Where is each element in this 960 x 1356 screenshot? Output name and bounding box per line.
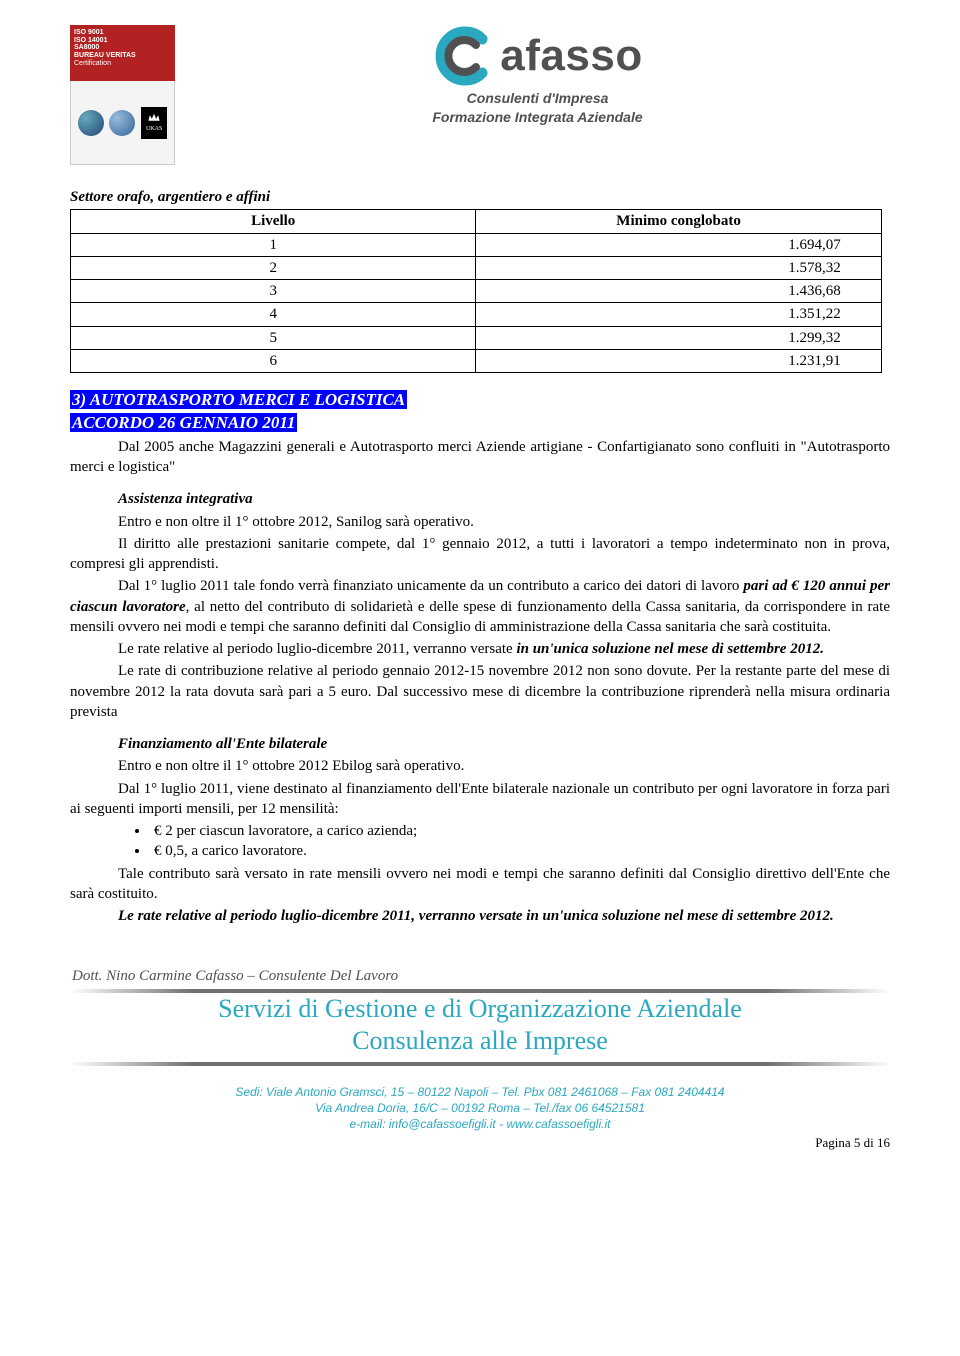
th-minimo: Minimo conglobato: [476, 210, 881, 233]
ass-p4a: Le rate relative al periodo luglio-dicem…: [118, 641, 516, 657]
salary-table: Livello Minimo conglobato 11.694,07 21.5…: [70, 209, 882, 373]
header-row: ISO 9001 ISO 14001 SA8000 BUREAU VERITAS…: [70, 25, 890, 165]
ukas-mark: UKAS: [141, 107, 167, 139]
cell-val: 1.351,22: [476, 303, 881, 326]
fin-p3: Tale contributo sarà versato in rate men…: [70, 864, 890, 905]
cell-val: 1.231,91: [476, 349, 881, 372]
addr3c: -: [496, 1117, 507, 1131]
crown-icon: [147, 111, 161, 125]
assistenza-p2: Il diritto alle prestazioni sanitarie co…: [70, 534, 890, 575]
assistenza-heading: Assistenza integrativa: [70, 489, 890, 509]
assistenza-p3: Dal 1° luglio 2011 tale fondo verrà fina…: [70, 576, 890, 637]
logo-c-icon: [432, 25, 494, 87]
addr-email: info@cafassoefigli.it: [389, 1117, 496, 1131]
table-row: 41.351,22: [71, 303, 882, 326]
table-header-row: Livello Minimo conglobato: [71, 210, 882, 233]
cell-val: 1.299,32: [476, 326, 881, 349]
page-container: ISO 9001 ISO 14001 SA8000 BUREAU VERITAS…: [0, 0, 960, 1177]
ass-p4b: in un'unica soluzione nel mese di settem…: [516, 641, 824, 657]
cell-lvl: 1: [71, 233, 476, 256]
section-title: Settore orafo, argentiero e affini: [70, 187, 890, 207]
fin-bullets: € 2 per ciascun lavoratore, a carico azi…: [150, 821, 890, 862]
addr3a: e-mail:: [350, 1117, 389, 1131]
cert-seal-icon: [78, 110, 104, 136]
addr-web: www.cafassoefigli.it: [506, 1117, 610, 1131]
topic-line2: ACCORDO 26 GENNAIO 2011: [70, 413, 297, 432]
cell-val: 1.694,07: [476, 233, 881, 256]
table-row: 61.231,91: [71, 349, 882, 372]
cell-lvl: 3: [71, 280, 476, 303]
logo-main: afasso: [432, 25, 642, 87]
table-row: 11.694,07: [71, 233, 882, 256]
table-row: 31.436,68: [71, 280, 882, 303]
cell-lvl: 2: [71, 256, 476, 279]
fin-bullet-1: € 2 per ciascun lavoratore, a carico azi…: [150, 821, 890, 841]
ass-p3c: , al netto del contributo di solidarietà…: [70, 599, 890, 635]
script-line-1: Servizi di Gestione e di Organizzazione …: [70, 995, 890, 1024]
fin-p2: Dal 1° luglio 2011, viene destinato al f…: [70, 779, 890, 820]
topic-heading: 3) AUTOTRASPORTO MERCI E LOGISTICA ACCOR…: [70, 389, 890, 435]
divider-bar: [70, 989, 890, 993]
divider-bar-2: [70, 1062, 890, 1066]
logo-subtitle: Consulenti d'Impresa Formazione Integrat…: [432, 89, 642, 127]
fin-bullet-2: € 0,5, a carico lavoratore.: [150, 841, 890, 861]
addr-line-2: Via Andrea Doria, 16/C – 00192 Roma – Te…: [70, 1100, 890, 1116]
assistenza-p5: Le rate di contribuzione relative al per…: [70, 661, 890, 722]
page-number: Pagina 5 di 16: [70, 1134, 890, 1152]
cert-org: BUREAU VERITAS: [74, 52, 171, 60]
fin-p1: Entro e non oltre il 1° ottobre 2012 Ebi…: [70, 756, 890, 776]
table-row: 51.299,32: [71, 326, 882, 349]
finanziamento-heading: Finanziamento all'Ente bilaterale: [70, 734, 890, 754]
assistenza-p1: Entro e non oltre il 1° ottobre 2012, Sa…: [70, 512, 890, 532]
logo-block: afasso Consulenti d'Impresa Formazione I…: [185, 25, 890, 127]
cert-iso1: ISO 9001: [74, 29, 171, 37]
logo-text: afasso: [500, 26, 642, 85]
topic-line1: 3) AUTOTRASPORTO MERCI E LOGISTICA: [70, 390, 407, 409]
footer-block: Dott. Nino Carmine Cafasso – Consulente …: [70, 966, 890, 1152]
cert-badge-bottom: UKAS: [70, 81, 175, 165]
fin-p4: Le rate relative al periodo luglio-dicem…: [70, 906, 890, 926]
logo-sub2: Formazione Integrata Aziendale: [432, 108, 642, 127]
ukas-label: UKAS: [146, 125, 162, 133]
cell-lvl: 5: [71, 326, 476, 349]
logo-sub1: Consulenti d'Impresa: [432, 89, 642, 108]
cell-lvl: 4: [71, 303, 476, 326]
script-line-2: Consulenza alle Imprese: [70, 1027, 890, 1056]
intro-para: Dal 2005 anche Magazzini generali e Auto…: [70, 437, 890, 478]
fin-p4-text: Le rate relative al periodo luglio-dicem…: [118, 908, 834, 924]
cert-iso2: ISO 14001: [74, 37, 171, 45]
cert-iso3: SA8000: [74, 44, 171, 52]
certification-badge: ISO 9001 ISO 14001 SA8000 BUREAU VERITAS…: [70, 25, 175, 165]
cell-val: 1.578,32: [476, 256, 881, 279]
addr-line-3: e-mail: info@cafassoefigli.it - www.cafa…: [70, 1116, 890, 1132]
cert-badge-top: ISO 9001 ISO 14001 SA8000 BUREAU VERITAS…: [70, 25, 175, 81]
cell-val: 1.436,68: [476, 280, 881, 303]
assistenza-p4: Le rate relative al periodo luglio-dicem…: [70, 639, 890, 659]
footer-address: Sedi: Viale Antonio Gramsci, 15 – 80122 …: [70, 1084, 890, 1133]
ass-p3a: Dal 1° luglio 2011 tale fondo verrà fina…: [118, 578, 743, 594]
consultant-line: Dott. Nino Carmine Cafasso – Consulente …: [72, 966, 890, 986]
table-row: 21.578,32: [71, 256, 882, 279]
cert-seal2-icon: [109, 110, 135, 136]
cell-lvl: 6: [71, 349, 476, 372]
th-livello: Livello: [71, 210, 476, 233]
cert-word: Certification: [74, 60, 171, 68]
addr-line-1: Sedi: Viale Antonio Gramsci, 15 – 80122 …: [70, 1084, 890, 1100]
